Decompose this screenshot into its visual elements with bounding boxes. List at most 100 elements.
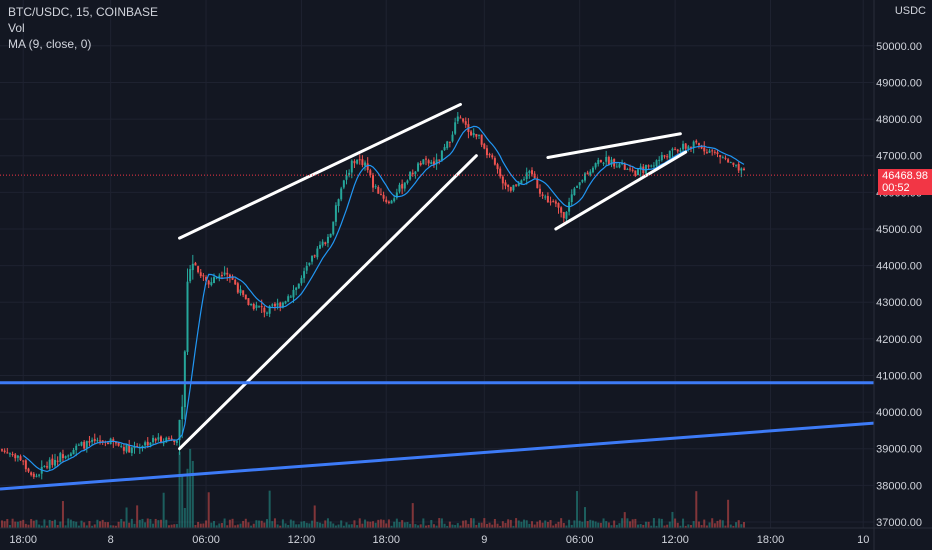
volume-bar: [666, 524, 669, 528]
volume-bar: [348, 524, 351, 528]
candle-body: [401, 183, 404, 189]
volume-bar: [485, 523, 488, 528]
volume-bar: [591, 520, 594, 528]
volume-bar: [517, 520, 520, 528]
candle-body: [432, 161, 435, 165]
volume-bar: [478, 522, 480, 528]
trendlines[interactable]: [0, 102, 875, 491]
volume-bar: [639, 524, 642, 528]
volume-bar: [642, 524, 645, 528]
volume-bar: [663, 525, 666, 528]
volume-bar: [3, 521, 6, 528]
candle-body: [152, 437, 155, 443]
symbol-label[interactable]: BTC/USDC, 15, COINBASE: [8, 5, 159, 19]
candle-body: [501, 176, 504, 184]
volume-bar: [54, 519, 56, 528]
candle-body: [157, 437, 160, 440]
candle-body: [141, 445, 144, 448]
volume-bar: [109, 525, 112, 528]
candle-body: [8, 453, 11, 455]
candle-body: [480, 134, 483, 145]
volume-bar: [207, 492, 210, 528]
volume-bar: [273, 518, 276, 528]
candle-body: [107, 442, 109, 445]
volume-bar: [24, 523, 27, 528]
price-axis[interactable]: 37000.00 38000.00 39000.00 40000.00 41000.00…: [876, 41, 922, 529]
candle-body: [199, 272, 202, 277]
candle-body: [234, 279, 237, 285]
volume-bar: [247, 522, 250, 528]
volume-bar: [743, 521, 745, 528]
volume-bar: [228, 519, 231, 528]
volume-bar: [554, 523, 557, 528]
candle-body: [538, 188, 541, 194]
candle-body: [557, 203, 560, 208]
volume-bar: [22, 519, 25, 528]
price-tick-label: 40000.00: [876, 407, 922, 419]
time-tick-label: 18:00: [757, 534, 785, 546]
price-tick-label: 42000.00: [876, 334, 922, 346]
volume-bar: [75, 521, 78, 528]
candle-body: [737, 164, 740, 171]
volume-bar: [613, 520, 616, 528]
candle-body: [631, 169, 634, 171]
candle-body: [305, 265, 308, 271]
last-price-tag: 46468.98 00:52: [878, 169, 932, 195]
volume-bar: [311, 520, 314, 528]
volume-bar: [19, 520, 22, 528]
candle-body: [509, 187, 512, 191]
volume-bar: [403, 522, 406, 528]
volume-bar: [430, 519, 433, 528]
candle-body: [411, 172, 414, 175]
volume-bar: [258, 520, 261, 528]
candle-body: [287, 296, 290, 302]
candle-body: [417, 163, 420, 172]
volume-bar: [541, 522, 544, 528]
candle-body: [136, 445, 139, 447]
volume-bar: [263, 522, 266, 528]
candle-body: [448, 141, 451, 143]
volume-bar: [27, 524, 30, 528]
candle-body: [356, 159, 359, 164]
volume-bar: [364, 519, 367, 528]
volume-bar: [356, 525, 359, 528]
volume-bar: [276, 524, 279, 528]
volume-bar: [231, 518, 234, 528]
candle-body: [591, 167, 594, 173]
volume-bar: [40, 525, 43, 528]
volume-bar: [729, 524, 732, 528]
volume-bar: [607, 522, 610, 528]
candle-body: [372, 175, 374, 188]
volume-bar: [366, 521, 369, 528]
candle-body: [692, 141, 695, 148]
volume-bar: [459, 525, 462, 528]
price-tick-label: 37000.00: [876, 517, 922, 529]
volume-bar: [650, 525, 653, 528]
support-line: [0, 421, 875, 491]
candle-body: [11, 454, 14, 456]
candle-body: [308, 262, 311, 265]
candle-body: [342, 180, 345, 188]
candle-body: [207, 280, 210, 285]
volume-bar: [668, 521, 671, 528]
volume-bar: [85, 525, 88, 528]
candle-body: [700, 145, 703, 149]
candle-body: [149, 442, 152, 446]
volume-bar: [369, 521, 372, 528]
volume-bar: [483, 518, 486, 528]
candle-body: [425, 158, 427, 160]
candle-body: [578, 182, 581, 186]
candle-body: [711, 150, 714, 152]
candle-body: [531, 170, 533, 175]
volume-bar: [393, 521, 396, 528]
candle-body: [297, 283, 300, 289]
candle-body: [114, 442, 117, 444]
time-axis[interactable]: 18:00 8 06:00 12:00 18:00 9 06:00 12:00 18:00 10: [9, 534, 869, 546]
candle-body: [96, 440, 99, 442]
candle-body: [3, 450, 6, 452]
vol-label[interactable]: Vol: [8, 21, 25, 35]
ma-label[interactable]: MA (9, close, 0): [8, 37, 92, 51]
volume-bar: [324, 520, 327, 528]
